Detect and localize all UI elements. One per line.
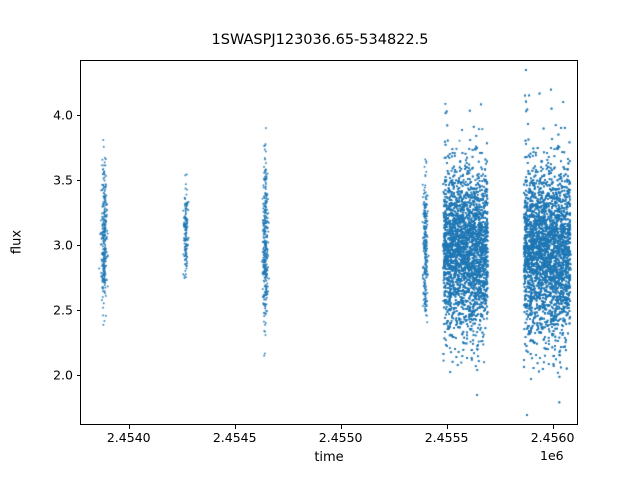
scatter-data-layer [81, 61, 577, 424]
x-axis-label: time [314, 450, 344, 465]
x-tick-label: 2.4545 [212, 430, 257, 445]
y-tick-mark [76, 310, 80, 312]
y-tick-mark [76, 114, 80, 116]
y-tick-mark [76, 375, 80, 377]
x-tick-mark [446, 425, 448, 429]
y-tick-label: 3.0 [53, 237, 73, 253]
x-tick-mark [234, 425, 236, 429]
x-tick-mark [552, 425, 554, 429]
y-tick-label: 3.5 [53, 172, 73, 188]
x-tick-label: 2.4555 [424, 430, 469, 445]
y-tick-label: 4.0 [53, 107, 73, 123]
y-tick-mark [76, 245, 80, 247]
plot-axes [80, 60, 578, 425]
x-tick-label: 2.4540 [106, 430, 151, 445]
y-tick-label: 2.0 [53, 367, 73, 383]
x-tick-label: 2.4550 [318, 430, 363, 445]
scatter-points [81, 61, 577, 424]
x-tick-mark [340, 425, 342, 429]
x-tick-mark [128, 425, 130, 429]
x-tick-label: 2.4560 [530, 430, 575, 445]
y-tick-mark [76, 179, 80, 181]
page-title: 1SWASPJ123036.65-534822.5 [211, 32, 429, 48]
y-axis-tick-labels: 2.0 2.5 3.0 3.5 4.0 [0, 0, 73, 480]
x-axis-offset-label: 1e6 [540, 448, 564, 463]
y-tick-label: 2.5 [53, 302, 73, 318]
y-axis-label: flux [9, 229, 25, 255]
